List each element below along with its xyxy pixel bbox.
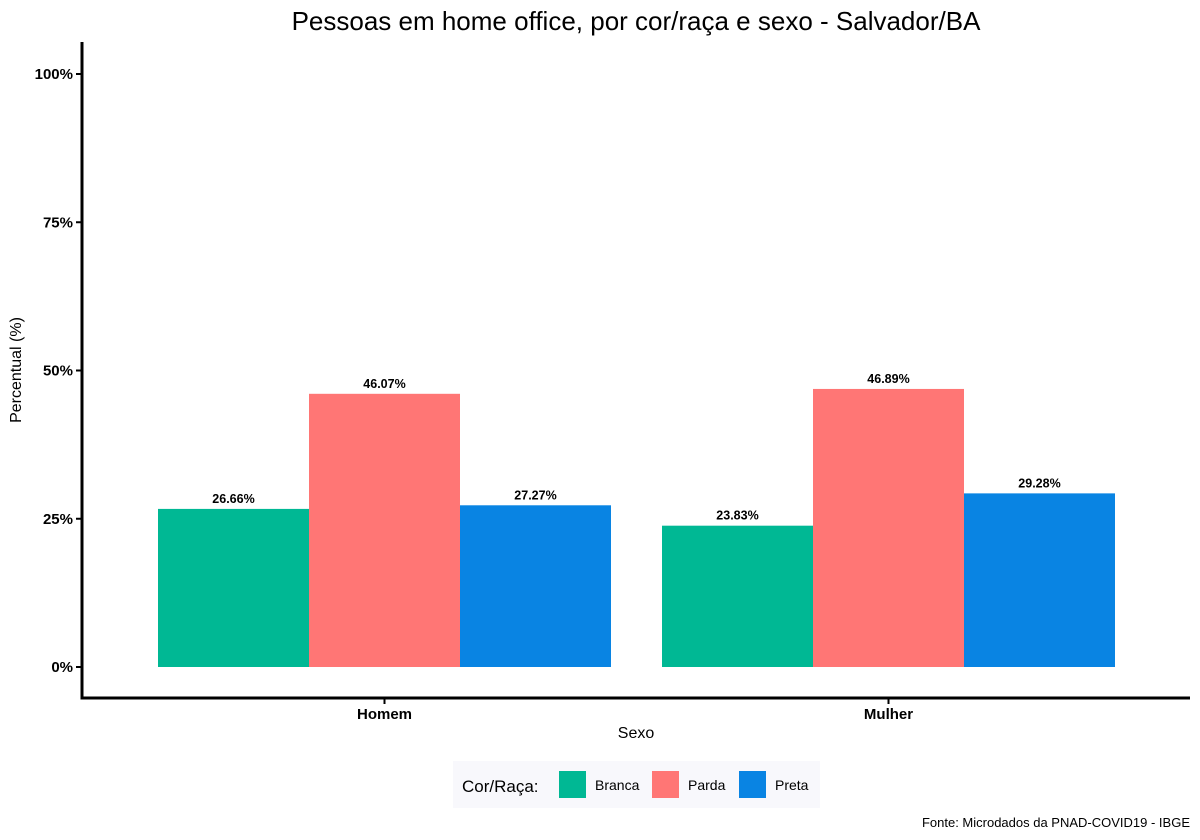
y-axis-title: Percentual (%) <box>8 317 25 423</box>
bar-parda <box>813 388 964 667</box>
plot-area: 0% 25% 50% 75% 100% Homem 26.66% 46.07% 27.27% Mu… <box>35 42 1190 723</box>
bar-value-label: 46.89% <box>867 372 909 386</box>
bar-value-label: 26.66% <box>212 492 254 506</box>
legend: Cor/Raça: Branca Parda Preta <box>453 761 820 808</box>
legend-label: Branca <box>595 777 640 793</box>
y-tick-label: 25% <box>43 511 73 528</box>
bar-branca <box>662 525 813 667</box>
bar-value-label: 46.07% <box>363 377 405 391</box>
chart-title: Pessoas em home office, por cor/raça e s… <box>292 6 982 36</box>
bar-value-label: 23.83% <box>716 509 758 523</box>
source-note: Fonte: Microdados da PNAD-COVID19 - IBGE <box>922 815 1190 830</box>
legend-label: Preta <box>775 777 809 793</box>
bar-branca <box>158 508 309 667</box>
y-tick-label: 0% <box>51 659 73 676</box>
legend-label: Parda <box>688 777 726 793</box>
x-axis-title: Sexo <box>618 725 655 742</box>
y-tick-label: 75% <box>43 214 73 231</box>
bar-preta <box>460 505 611 667</box>
bar-value-label: 27.27% <box>514 488 556 502</box>
y-tick-label: 50% <box>43 363 73 380</box>
bar-parda <box>309 393 460 667</box>
legend-key-preta <box>739 771 766 798</box>
legend-title: Cor/Raça: <box>462 777 539 796</box>
y-tick-label: 100% <box>35 66 73 83</box>
legend-key-parda <box>652 771 679 798</box>
x-tick-label: Mulher <box>864 706 913 723</box>
x-tick-label: Homem <box>357 706 412 723</box>
legend-key-branca <box>559 771 586 798</box>
bar-value-label: 29.28% <box>1018 476 1060 490</box>
bar-preta <box>964 493 1115 667</box>
